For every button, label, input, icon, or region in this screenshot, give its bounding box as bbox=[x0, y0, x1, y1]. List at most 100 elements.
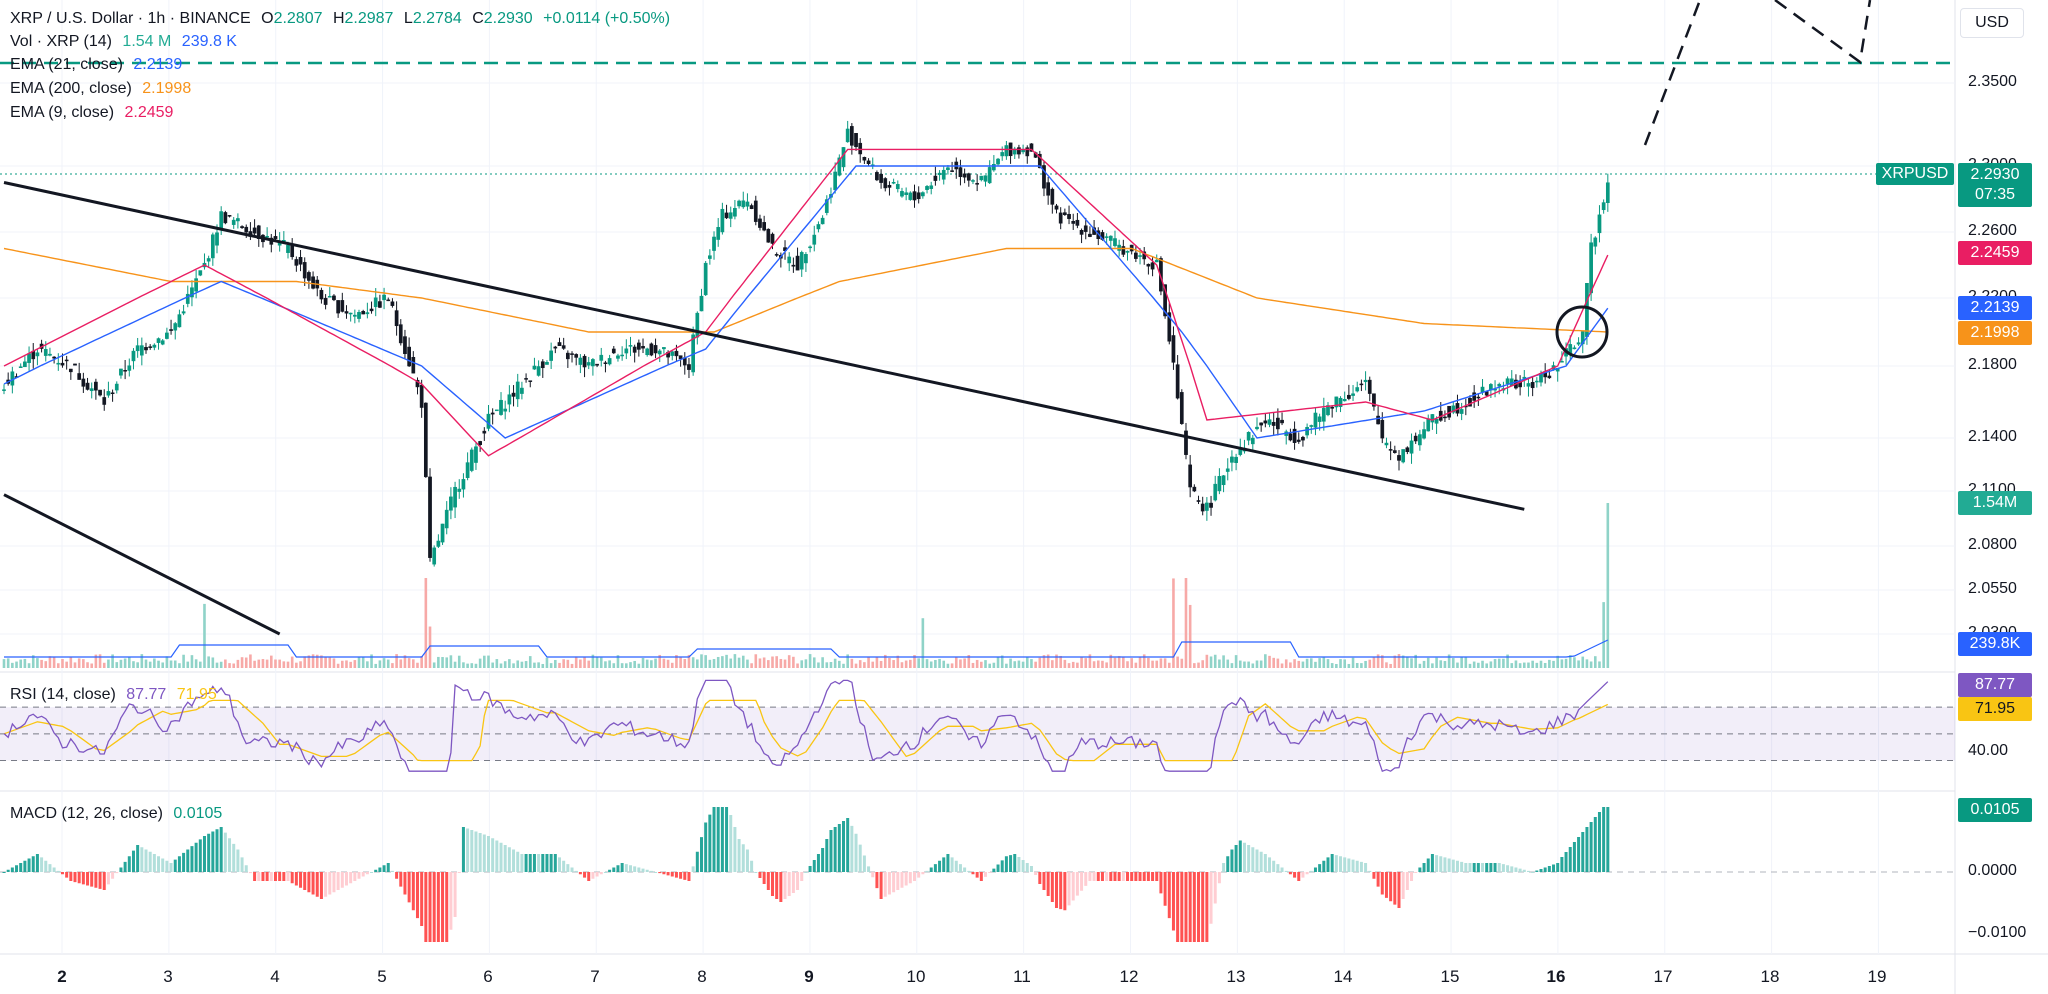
ema200-legend[interactable]: EMA (200, close) 2.1998 bbox=[10, 80, 197, 98]
volume-bar bbox=[796, 663, 799, 668]
macd-axis-label: 0.0000 bbox=[1968, 862, 2017, 879]
candle-body bbox=[799, 252, 804, 270]
candle-body bbox=[1505, 378, 1510, 384]
volume-bar bbox=[1151, 660, 1154, 668]
volume-bar bbox=[190, 655, 194, 668]
candle-body bbox=[824, 199, 829, 213]
candle-body bbox=[231, 219, 236, 225]
volume-bar bbox=[846, 654, 849, 668]
macd-histogram-bar bbox=[1589, 822, 1593, 872]
candle-body bbox=[845, 128, 850, 143]
macd-histogram-bar bbox=[1151, 872, 1155, 881]
candle-body bbox=[1259, 422, 1264, 426]
candle-body bbox=[904, 192, 909, 195]
volume-bar bbox=[98, 654, 102, 668]
price-axis-label: 2.3500 bbox=[1968, 73, 2017, 90]
macd-histogram-bar bbox=[796, 872, 800, 890]
volume-bar bbox=[186, 661, 190, 668]
volume-bar bbox=[1268, 655, 1271, 668]
volume-bar bbox=[491, 662, 494, 668]
candle-body bbox=[1451, 405, 1456, 413]
candle-body bbox=[240, 226, 244, 229]
macd-histogram-bar bbox=[666, 872, 670, 876]
candle-body bbox=[540, 361, 545, 369]
volume-bar bbox=[1184, 578, 1188, 668]
volume-bar bbox=[1589, 661, 1593, 668]
candle-body bbox=[1401, 449, 1406, 463]
volume-bar bbox=[1539, 660, 1543, 668]
macd-histogram-bar bbox=[119, 867, 123, 872]
macd-histogram-bar bbox=[921, 872, 925, 875]
macd-histogram-bar bbox=[52, 867, 56, 872]
volume-bar bbox=[817, 662, 820, 668]
volume-bar bbox=[566, 659, 570, 668]
candle-body bbox=[23, 361, 27, 368]
rsi-legend[interactable]: RSI (14, close) 87.77 71.95 bbox=[10, 686, 217, 704]
volume-bar bbox=[1372, 657, 1376, 668]
volume-bar bbox=[1577, 660, 1580, 668]
macd-histogram-bar bbox=[115, 872, 119, 874]
volume-bar bbox=[1017, 660, 1021, 668]
symbol-legend[interactable]: XRP / U.S. Dollar · 1h · BINANCE O2.2807… bbox=[10, 10, 676, 28]
currency-selector[interactable]: USD bbox=[1960, 8, 2024, 38]
ema9-legend[interactable]: EMA (9, close) 2.2459 bbox=[10, 104, 179, 122]
volume-bar bbox=[1071, 661, 1075, 668]
candle-body bbox=[703, 262, 708, 296]
macd-histogram-bar bbox=[1334, 855, 1338, 872]
volume-legend[interactable]: Vol · XRP (14) 1.54 M 239.8 K bbox=[10, 33, 243, 51]
macd-histogram-bar bbox=[1460, 861, 1464, 872]
macd-histogram-bar bbox=[286, 872, 290, 881]
candle-body bbox=[515, 381, 520, 400]
macd-histogram-bar bbox=[202, 836, 206, 872]
macd-histogram-bar bbox=[988, 872, 992, 873]
candle-body bbox=[294, 259, 299, 266]
macd-legend[interactable]: MACD (12, 26, close) 0.0105 bbox=[10, 805, 222, 823]
macd-histogram-bar bbox=[94, 872, 98, 888]
macd-histogram-bar bbox=[86, 872, 90, 886]
volume-bar bbox=[2, 659, 6, 668]
volume-bar bbox=[386, 659, 390, 668]
volume-bar bbox=[1051, 660, 1054, 668]
volume-bar bbox=[1606, 503, 1610, 668]
ema21-legend[interactable]: EMA (21, close) 2.2139 bbox=[10, 56, 188, 74]
volume-bar bbox=[1527, 662, 1530, 668]
macd-histogram-bar bbox=[315, 872, 319, 897]
macd-histogram-bar bbox=[148, 851, 152, 872]
volume-bar bbox=[52, 657, 56, 668]
macd-histogram-bar bbox=[946, 854, 950, 872]
macd-histogram-bar bbox=[687, 872, 691, 881]
candle-body bbox=[173, 323, 178, 331]
macd-histogram-bar bbox=[40, 857, 44, 872]
macd-histogram-bar bbox=[1506, 865, 1510, 872]
macd-histogram-bar bbox=[123, 861, 127, 872]
macd-histogram-bar bbox=[457, 872, 461, 873]
volume-bar bbox=[942, 660, 946, 668]
macd-histogram-bar bbox=[741, 844, 745, 872]
volume-bar bbox=[750, 663, 753, 668]
macd-histogram-bar bbox=[929, 867, 933, 872]
macd-histogram-bar bbox=[332, 872, 336, 893]
volume-bar bbox=[1218, 659, 1221, 668]
volume-bar bbox=[1092, 661, 1096, 668]
macd-histogram-bar bbox=[474, 831, 478, 872]
volume-bar bbox=[82, 659, 85, 668]
candle-body bbox=[749, 205, 754, 209]
candle-body bbox=[1271, 421, 1276, 426]
macd-histogram-bar bbox=[862, 855, 866, 872]
macd-histogram-bar bbox=[257, 872, 261, 881]
trendline bbox=[3, 493, 281, 636]
candle-body bbox=[169, 329, 173, 331]
macd-histogram-bar bbox=[261, 872, 265, 881]
macd-histogram-bar bbox=[1071, 872, 1075, 901]
macd-histogram-bar bbox=[1059, 872, 1063, 910]
volume-bar bbox=[219, 661, 223, 668]
macd-histogram-bar bbox=[1084, 872, 1088, 886]
candle-body bbox=[762, 222, 766, 231]
candle-body bbox=[160, 340, 165, 345]
time-axis-label: 19 bbox=[1867, 967, 1887, 986]
macd-histogram-bar bbox=[1410, 872, 1414, 881]
macd-histogram-bar bbox=[996, 864, 1000, 872]
volume-bar bbox=[863, 662, 866, 668]
volume-bar bbox=[1243, 661, 1246, 668]
